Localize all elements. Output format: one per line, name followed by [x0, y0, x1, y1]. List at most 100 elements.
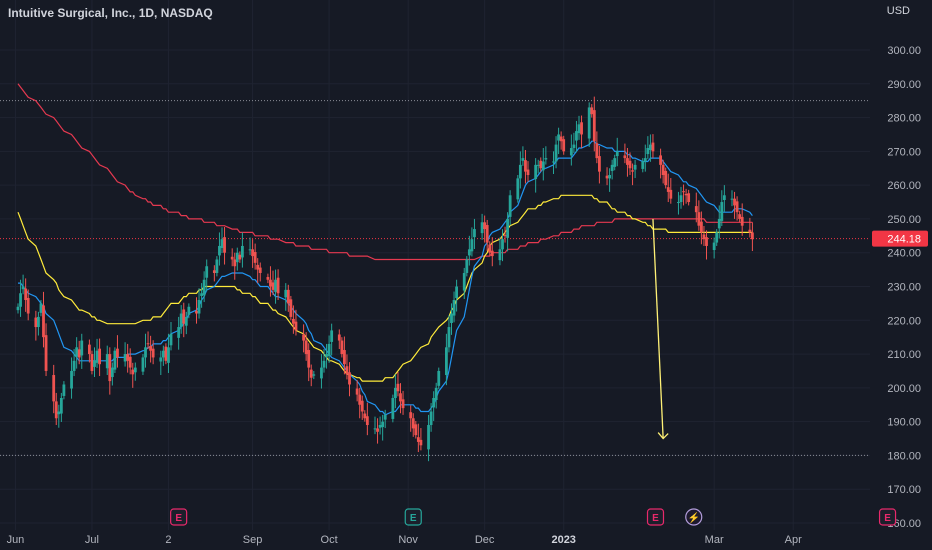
candle-up	[274, 269, 277, 304]
candle-up	[450, 303, 453, 335]
candle-body	[149, 345, 152, 351]
candle-up	[197, 288, 201, 319]
candle-body	[258, 267, 262, 273]
earnings-marker-box	[646, 508, 665, 526]
candle-body	[684, 193, 688, 196]
candle-body	[391, 397, 395, 419]
candle-body	[651, 142, 655, 152]
candle-down	[116, 335, 119, 368]
price-tick-label: 300.00	[887, 45, 921, 57]
candle-body	[340, 340, 344, 355]
candle-up	[159, 350, 163, 376]
candle-up	[613, 154, 617, 171]
candle-body	[572, 144, 576, 148]
candle-up	[641, 158, 645, 173]
price-tick-label: 180.00	[887, 450, 921, 462]
candle-up	[320, 354, 323, 389]
candle-body	[432, 397, 436, 408]
candle-down	[348, 362, 351, 397]
chart-title: Intuitive Surgical, Inc., 1D, NASDAQ	[8, 6, 213, 20]
candle-down	[164, 343, 168, 365]
candle-down	[559, 131, 563, 150]
candle-body	[590, 107, 594, 115]
candle-down	[697, 200, 701, 231]
candle-down	[631, 163, 634, 186]
candle-body	[615, 151, 619, 157]
candle-up	[712, 237, 716, 259]
candle-down	[526, 161, 530, 182]
candle-up	[141, 354, 145, 376]
candle-body	[641, 161, 645, 169]
candle-up	[373, 416, 377, 435]
candle-up	[677, 191, 680, 215]
price-tick-label: 240.00	[887, 248, 921, 260]
candle-body	[238, 254, 242, 260]
candle-body	[659, 155, 662, 165]
candle-body	[365, 416, 369, 426]
candle-body	[116, 348, 119, 358]
candle-body	[167, 347, 170, 363]
candle-body	[241, 245, 244, 258]
candle-body	[325, 354, 328, 357]
candle-down	[598, 145, 601, 184]
candle-down	[146, 331, 150, 350]
price-axis[interactable]: 160.00170.00180.00190.00200.00210.00220.…	[887, 45, 921, 530]
candle-body	[445, 347, 448, 376]
candle-up	[184, 311, 188, 335]
candle-body	[187, 306, 191, 315]
candle-body	[409, 412, 413, 419]
candle-down	[238, 251, 242, 263]
candle-up	[518, 151, 522, 189]
candle-body	[54, 401, 58, 419]
candle-body	[113, 350, 117, 370]
price-tick-label: 270.00	[887, 146, 921, 158]
price-tick-label: 230.00	[887, 282, 921, 294]
candle-body	[75, 347, 79, 357]
candle-body	[485, 225, 489, 243]
earnings-marker: E	[404, 508, 422, 526]
candle-up	[57, 404, 61, 428]
price-tick-label: 200.00	[887, 383, 921, 395]
time-tick-label: Dec	[475, 534, 495, 546]
candle-up	[378, 416, 382, 435]
candle-down	[733, 191, 736, 219]
candle-body	[643, 158, 647, 162]
candle-body	[705, 237, 708, 246]
candle-body	[286, 289, 290, 304]
candle-body	[256, 264, 260, 270]
candle-body	[16, 306, 20, 311]
projection-arrow	[652, 218, 669, 440]
candle-down	[271, 270, 275, 295]
candle-body	[554, 144, 558, 162]
candle-body	[133, 367, 137, 373]
candle-up	[110, 362, 114, 386]
event-marker-label: E	[410, 513, 417, 524]
candle-down	[748, 217, 752, 238]
candle-body	[559, 136, 563, 142]
time-axis[interactable]: Jun Jul 2 Sep Oct Nov Dec 2023 Mar Apr	[7, 534, 803, 546]
moving-averages	[17, 83, 753, 416]
candle-up	[21, 274, 25, 295]
candle-down	[664, 167, 668, 189]
candle-down	[524, 150, 527, 184]
candle-body	[93, 360, 96, 367]
candle-body	[70, 370, 73, 389]
candle-body	[738, 214, 742, 219]
time-tick-label: 2	[165, 534, 171, 546]
candle-body	[21, 286, 25, 290]
candle-body	[169, 333, 173, 346]
candle-body	[269, 279, 272, 287]
price-tick-label: 290.00	[887, 79, 921, 91]
candle-body	[720, 202, 724, 221]
candle-up	[200, 283, 203, 308]
candle-body	[592, 110, 596, 142]
candle-up	[62, 381, 66, 400]
candle-down	[251, 239, 254, 268]
candle-body	[539, 160, 543, 169]
arrow-head	[657, 432, 669, 440]
candle-up	[554, 136, 558, 169]
candle-body	[215, 259, 219, 273]
candle-up	[169, 321, 173, 351]
event-markers[interactable]: E E E ⚡ E	[170, 508, 897, 526]
